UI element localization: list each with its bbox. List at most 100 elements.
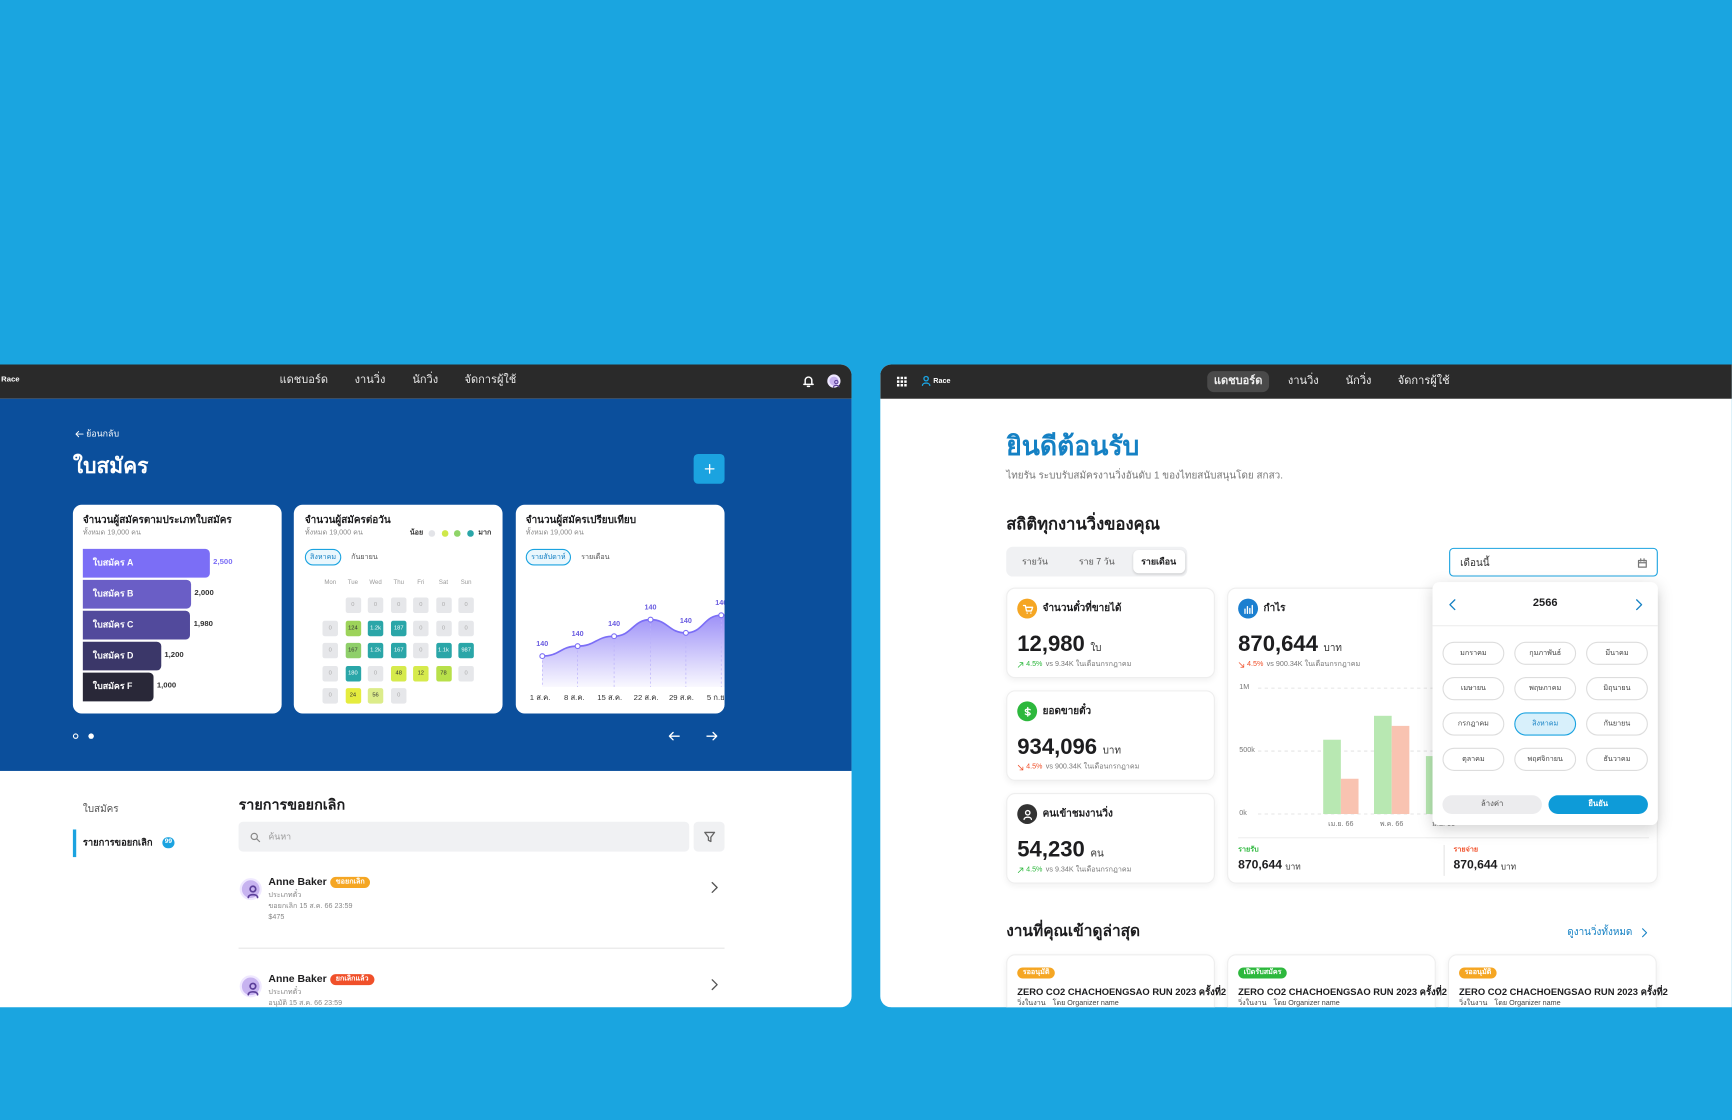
month-option[interactable]: [1442, 677, 1505, 701]
clear-button[interactable]: [1442, 795, 1542, 815]
month-option[interactable]: [1586, 747, 1648, 771]
requester-name[interactable]: Anne Baker: [268, 875, 327, 889]
legend-high: มาก: [478, 528, 492, 537]
heatmap-cell: [435, 597, 452, 613]
x-label: 8 ส.ค.: [564, 694, 585, 703]
nav-item[interactable]: จัดการผู้ใช้: [464, 374, 517, 387]
requester-name[interactable]: Anne Baker: [268, 973, 327, 986]
point-label: 140: [644, 604, 657, 612]
point: [611, 633, 618, 640]
trend-icon-shape: [1017, 867, 1024, 874]
chevron[interactable]: [707, 978, 719, 990]
confirm-button[interactable]: [1548, 795, 1648, 815]
prev-arrow[interactable]: [668, 730, 680, 742]
nav-item[interactable]: นักวิ่ง: [1345, 374, 1372, 387]
bar-label: ใบสมัคร B: [92, 588, 134, 599]
see-all-link[interactable]: ดูงานวิ่งทั้งหมด: [1567, 925, 1633, 938]
period-tab-active[interactable]: [1133, 550, 1186, 574]
month-option[interactable]: [1442, 712, 1505, 736]
sidebar-indicator: [72, 829, 77, 858]
point: [539, 653, 546, 660]
event-organizer: โดย Organizer name: [1273, 999, 1340, 1008]
sidebar-item-active[interactable]: รายการขอยกเลิก: [82, 836, 153, 848]
period-tab[interactable]: รายวัน: [1021, 556, 1048, 567]
nav-item[interactable]: แดชบอร์ด: [279, 374, 329, 387]
nav-item[interactable]: นักวิ่ง: [412, 374, 439, 387]
heatmap-cell: [345, 597, 361, 613]
day-label: Thu: [393, 579, 404, 587]
heatmap-value: 1.1k: [438, 646, 449, 654]
back-link[interactable]: ย้อนกลับ: [86, 428, 120, 439]
month-option[interactable]: [1442, 747, 1505, 771]
point-label: 140: [608, 620, 621, 629]
tab[interactable]: สิงหาคม: [309, 552, 337, 561]
bar: [1373, 715, 1392, 815]
calendar-icon: [1637, 558, 1647, 568]
avatar-face-shape: [247, 885, 259, 899]
event-organizer: โดย Organizer name: [1052, 999, 1119, 1008]
month-option[interactable]: [1514, 712, 1577, 736]
heatmap-cell: [458, 642, 474, 659]
trend-icon: [1017, 662, 1024, 668]
y-tick-label: 1M: [1239, 683, 1250, 692]
month-option[interactable]: [1442, 641, 1505, 665]
point: [647, 616, 654, 623]
nav-item[interactable]: จัดการผู้ใช้: [1397, 374, 1450, 387]
tab-active[interactable]: [304, 548, 342, 566]
pager-dot-active[interactable]: [87, 732, 94, 739]
expense-value: 870,644: [1453, 858, 1498, 872]
heatmap-value: 0: [373, 601, 378, 609]
brand[interactable]: Race: [933, 377, 951, 386]
stat-change: 4.5%: [1026, 865, 1043, 874]
status-pill: ยกเลิกแล้ว: [330, 974, 375, 986]
period-tab[interactable]: ราย 7 วัน: [1078, 556, 1115, 567]
month-option[interactable]: [1514, 747, 1577, 771]
stat-icon: [1022, 809, 1032, 820]
month-input[interactable]: เดือนนี้: [1449, 547, 1658, 577]
nav-item[interactable]: แดชบอร์ด: [1213, 374, 1263, 387]
search-box[interactable]: ค้นหา: [238, 821, 690, 852]
apps-icon[interactable]: [895, 375, 907, 387]
see-all-chevron-shape: [1641, 927, 1647, 937]
sidebar-item[interactable]: ใบสมัคร: [82, 803, 119, 815]
event-card[interactable]: รออนุมัติ ZERO CO2 CHACHOENGSAO RUN 2023 …: [1006, 954, 1226, 1008]
tab[interactable]: รายเดือน: [581, 552, 610, 561]
month-option[interactable]: [1586, 677, 1648, 701]
pager-dot[interactable]: [72, 732, 78, 739]
stat-icon: [1024, 706, 1031, 717]
heatmap-cell: [458, 620, 474, 636]
nav-item[interactable]: งานวิ่ง: [354, 374, 386, 387]
card-title: จำนวนผู้สมัครเปรียบเทียบ: [525, 514, 637, 526]
tab-active[interactable]: [525, 548, 572, 566]
chevron[interactable]: [707, 881, 719, 893]
month-label: มีนาคม: [1605, 648, 1629, 657]
event-card[interactable]: เปิดรับสมัคร ZERO CO2 CHACHOENGSAO RUN 20…: [1227, 954, 1447, 1008]
welcome-subtitle: ไทยรัน ระบบรับสมัครงานวิ่งอันดับ 1 ของไท…: [1006, 469, 1283, 481]
month-option[interactable]: [1514, 677, 1577, 701]
tab[interactable]: รายสัปดาห์: [531, 552, 566, 561]
month-option[interactable]: [1514, 641, 1577, 665]
period-tab[interactable]: รายเดือน: [1141, 556, 1177, 567]
avatar-face: [247, 885, 259, 899]
add-button[interactable]: [693, 453, 725, 484]
avatar-face: [832, 379, 840, 388]
event-card[interactable]: รออนุมัติ ZERO CO2 CHACHOENGSAO RUN 2023 …: [1447, 954, 1668, 1008]
stat-card: จำนวนตั๋วที่ขายได้ 12,980 ใบ 4.5% vs 9.34K ใ…: [1006, 587, 1215, 679]
next-year[interactable]: [1632, 598, 1644, 610]
nav-item[interactable]: งานวิ่ง: [1287, 374, 1319, 387]
see-all-chevron[interactable]: [1639, 927, 1649, 937]
heatmap-value: 24: [349, 692, 357, 699]
logo-mark[interactable]: [919, 374, 931, 386]
month-option[interactable]: [1586, 641, 1648, 665]
filter-button[interactable]: [693, 821, 725, 852]
legend-swatch: [453, 530, 461, 537]
notification-bell[interactable]: [802, 374, 815, 388]
month-option[interactable]: [1586, 712, 1648, 736]
next-arrow[interactable]: [705, 730, 717, 742]
back-arrow[interactable]: [75, 430, 84, 439]
tab[interactable]: กันยายน: [351, 552, 378, 561]
year: 2566: [1532, 597, 1558, 610]
stat-title: จำนวนตั๋วที่ขายได้: [1042, 602, 1122, 614]
prev-year[interactable]: [1446, 598, 1458, 610]
heatmap-value: 0: [328, 646, 332, 654]
